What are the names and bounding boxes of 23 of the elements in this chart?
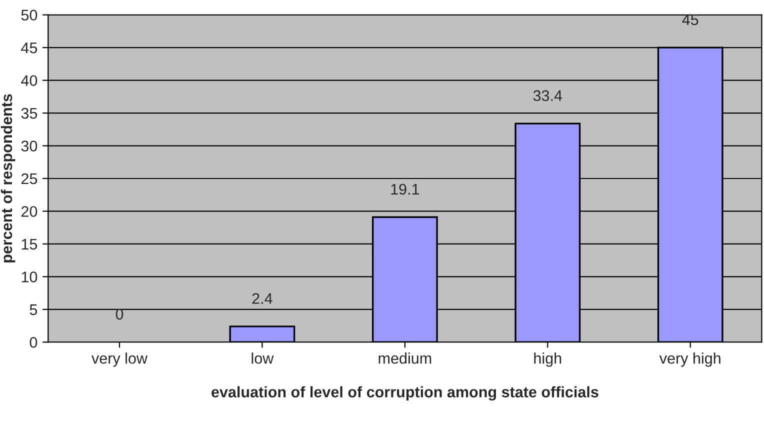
data-label: 45 (682, 14, 698, 26)
y-axis-title: percent of respondents (0, 94, 16, 262)
data-label: 2.4 (252, 293, 272, 304)
y-tick-label: 45 (21, 42, 38, 54)
y-tick-label: 0 (30, 336, 38, 348)
x-tick-label: very high (659, 352, 720, 367)
data-label: 19.1 (391, 184, 420, 195)
x-tick-label: very low (92, 352, 148, 367)
y-tick-label: 40 (21, 75, 38, 86)
x-tick-label: low (252, 352, 274, 364)
y-tick-label: 50 (21, 10, 38, 21)
y-tick-label: 15 (22, 238, 38, 250)
y-tick-label: 35 (21, 108, 38, 119)
y-tick-label: 25 (21, 173, 38, 184)
x-tick-label: high (534, 352, 562, 367)
y-tick-label: 30 (21, 140, 38, 152)
y-tick-label: 5 (30, 304, 38, 316)
data-label: 0 (116, 308, 124, 320)
x-axis-title: evaluation of level of corruption among state officials (212, 386, 598, 401)
y-tick-label: 20 (21, 206, 38, 217)
data-label: 33.4 (533, 90, 562, 102)
y-tick-label: 10 (22, 272, 38, 282)
x-tick-label: medium (378, 352, 432, 364)
